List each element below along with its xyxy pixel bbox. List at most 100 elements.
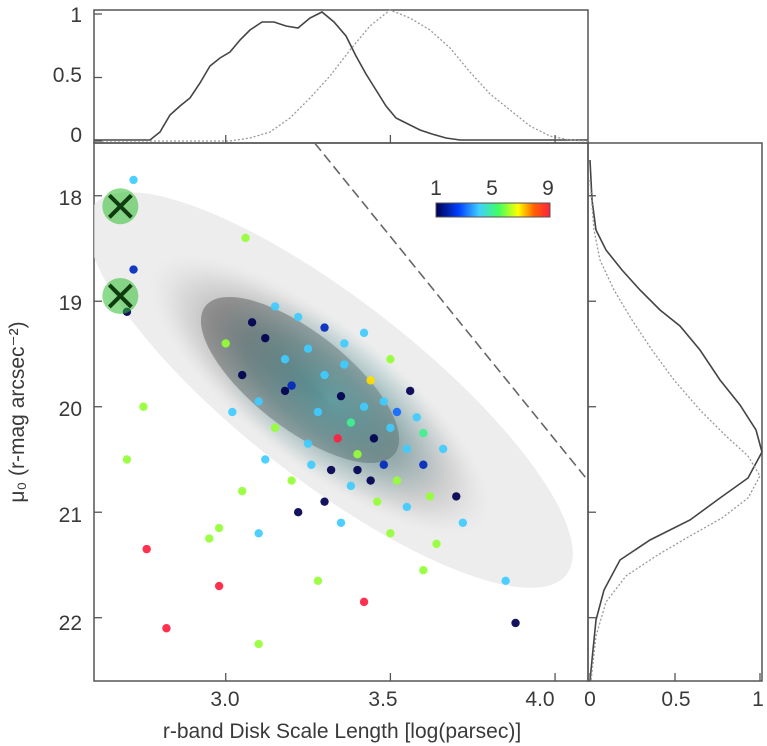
data-point-0 <box>261 333 270 343</box>
x-tick-3.5: 3.5 <box>368 688 397 711</box>
x-tick-4.0: 4.0 <box>525 688 554 711</box>
tick-marks <box>94 13 761 681</box>
data-point-23 <box>366 376 375 385</box>
data-point-14 <box>392 476 402 485</box>
y-tick-18: 18 <box>59 187 82 210</box>
data-point-69 <box>405 386 415 396</box>
data-point-71 <box>280 386 290 396</box>
data-point-70 <box>419 428 428 438</box>
data-point-49 <box>238 486 247 496</box>
data-point-44 <box>458 518 468 527</box>
data-point-19 <box>238 370 247 380</box>
colorbar-label-1: 1 <box>430 177 442 200</box>
data-point-72 <box>340 339 349 348</box>
top-histogram-solid-line <box>94 11 588 141</box>
right-hist-x-tick-1: 1 <box>752 688 764 711</box>
data-point-4 <box>320 370 329 380</box>
data-point-54 <box>139 402 148 411</box>
data-point-32 <box>261 455 270 464</box>
data-point-15 <box>326 465 336 475</box>
data-point-30 <box>320 497 329 506</box>
data-point-40 <box>307 460 316 469</box>
data-point-21 <box>320 323 329 332</box>
data-point-36 <box>359 328 369 338</box>
top-histogram <box>93 9 589 144</box>
data-point-5 <box>336 391 346 401</box>
data-point-29 <box>346 481 356 491</box>
scatter-points <box>122 175 520 649</box>
data-point-63 <box>501 576 510 585</box>
main-plot-frame <box>93 142 589 682</box>
data-point-43 <box>452 492 461 501</box>
data-point-10 <box>386 423 395 433</box>
top-hist-y-tick-1: 1 <box>70 4 82 27</box>
data-point-33 <box>221 339 230 348</box>
right-hist-x-tick-0: 0 <box>584 688 596 711</box>
cross-marker-0 <box>102 188 139 225</box>
data-point-46 <box>386 529 395 538</box>
data-point-22 <box>340 360 349 369</box>
data-point-60 <box>254 639 263 649</box>
data-point-7 <box>346 418 356 427</box>
colorbar: 1 5 9 <box>430 177 554 218</box>
y-axis-title: μ₀ (r-mag arcsec⁻²) <box>6 321 29 502</box>
data-point-37 <box>386 355 395 364</box>
data-point-74 <box>392 407 402 417</box>
data-point-34 <box>247 318 257 327</box>
data-point-41 <box>353 465 362 475</box>
colorbar-label-9: 9 <box>542 177 554 200</box>
x-axis-title: r-band Disk Scale Length [log(parsec)] <box>163 720 521 743</box>
data-point-16 <box>303 439 313 448</box>
data-point-3 <box>287 381 296 390</box>
data-point-1 <box>280 355 290 364</box>
data-point-27 <box>402 502 412 512</box>
data-point-18 <box>254 397 263 406</box>
colorbar-gradient <box>435 202 551 218</box>
data-point-52 <box>254 529 263 538</box>
data-point-13 <box>402 444 412 454</box>
top-hist-y-tick-0.5: 0.5 <box>53 64 82 87</box>
right-histogram-frame <box>587 142 763 682</box>
data-point-35 <box>270 302 280 311</box>
y-tick-21: 21 <box>59 504 82 527</box>
y-tick-19: 19 <box>59 292 82 315</box>
data-point-28 <box>373 497 382 506</box>
data-point-51 <box>228 407 237 417</box>
data-point-57 <box>142 544 151 554</box>
right-histogram <box>587 142 763 682</box>
x-tick-3.0: 3.0 <box>210 688 239 711</box>
data-point-8 <box>359 402 369 411</box>
data-point-61 <box>359 597 369 607</box>
main-plot: 1 5 9 <box>93 142 589 682</box>
data-point-62 <box>511 618 520 628</box>
data-point-73 <box>366 476 375 485</box>
data-point-39 <box>333 434 342 443</box>
cross-markers <box>102 188 139 314</box>
data-point-68 <box>241 233 250 243</box>
data-point-12 <box>379 460 389 469</box>
right-histogram-solid-line <box>589 159 763 682</box>
data-point-24 <box>412 413 421 422</box>
data-point-64 <box>419 566 428 575</box>
data-point-48 <box>293 508 303 517</box>
data-point-50 <box>214 523 224 533</box>
data-point-67 <box>205 534 214 543</box>
data-point-26 <box>425 492 435 501</box>
data-point-6 <box>313 407 323 417</box>
colorbar-label-5: 5 <box>486 177 498 200</box>
data-point-25 <box>419 460 428 469</box>
data-point-47 <box>336 518 346 527</box>
data-point-55 <box>122 455 132 464</box>
data-point-53 <box>129 265 138 274</box>
data-point-42 <box>438 444 448 454</box>
data-point-38 <box>379 397 389 406</box>
data-point-17 <box>270 423 280 433</box>
data-point-11 <box>353 449 362 459</box>
cross-marker-1 <box>102 277 139 314</box>
top-histogram-dotted-line <box>94 9 589 142</box>
data-point-2 <box>303 344 313 353</box>
data-point-66 <box>129 175 138 185</box>
data-point-58 <box>214 581 224 591</box>
y-tick-22: 22 <box>59 612 82 635</box>
